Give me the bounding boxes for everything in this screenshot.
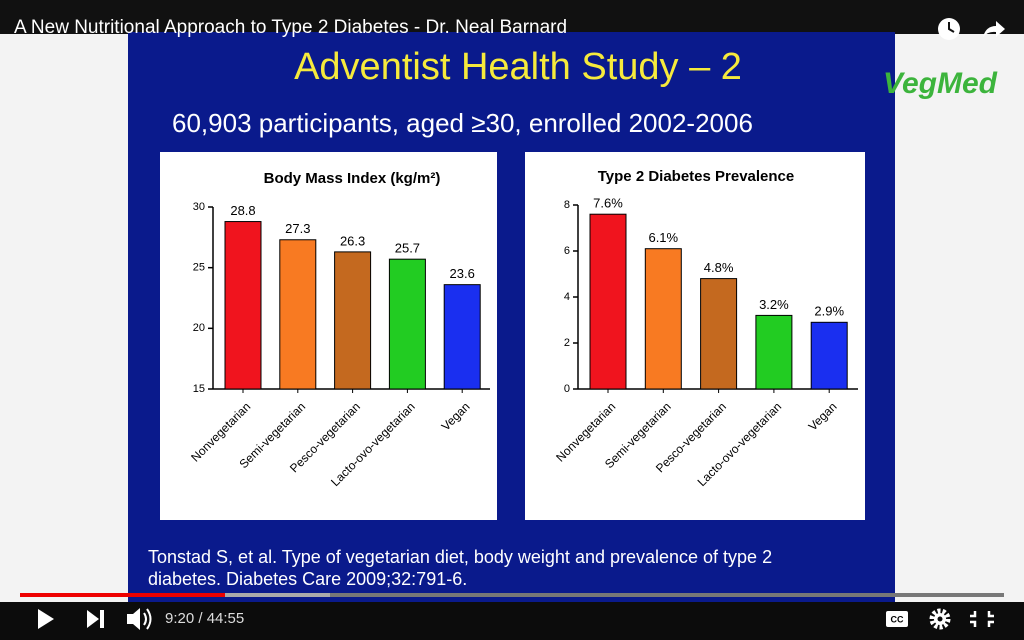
chart-panel [525, 152, 865, 520]
bar [755, 314, 793, 390]
citation: Tonstad S, et al. Type of vegetarian die… [148, 547, 772, 567]
fullscreen-button[interactable] [970, 611, 994, 627]
svg-text:CC: CC [891, 614, 904, 624]
video-title: A New Nutritional Approach to Type 2 Dia… [14, 17, 567, 38]
y-tick-label: 15 [193, 383, 205, 395]
y-tick-label: 6 [564, 245, 570, 257]
data-label: 4.8% [704, 260, 734, 275]
bar [388, 258, 426, 390]
y-tick-label: 4 [564, 291, 570, 303]
citation: diabetes. Diabetes Care 2009;32:791-6. [148, 569, 467, 589]
y-tick-label: 25 [193, 262, 205, 274]
controls-bar [0, 602, 1024, 640]
share[interactable] [983, 21, 1005, 37]
data-label: 7.6% [593, 196, 623, 211]
next-button[interactable] [87, 610, 104, 628]
data-label: 23.6 [450, 266, 475, 281]
settings-button[interactable] [929, 608, 951, 630]
slide-title: Adventist Health Study – 2 [294, 46, 742, 88]
data-label: 2.9% [814, 304, 844, 319]
y-tick-label: 30 [193, 201, 205, 213]
chart-title: Type 2 Diabetes Prevalence [598, 168, 795, 185]
bar [279, 239, 317, 390]
slide-subtitle: 60,903 participants, aged ≥30, enrolled … [172, 108, 753, 138]
data-label: 6.1% [648, 230, 678, 245]
time-display: 9:20 / 44:55 [165, 610, 244, 627]
bar [589, 213, 627, 390]
bar [443, 284, 481, 390]
logo: VegMed [883, 67, 998, 100]
data-label: 28.8 [230, 203, 255, 218]
data-label: 26.3 [340, 233, 365, 248]
data-label: 27.3 [285, 221, 310, 236]
bar [810, 321, 848, 390]
play-button[interactable] [38, 609, 54, 629]
y-tick-label: 20 [193, 322, 205, 334]
bar [334, 251, 372, 390]
y-tick-label: 8 [564, 199, 570, 211]
bar [700, 278, 738, 390]
data-label: 25.7 [395, 241, 420, 256]
captions-button[interactable]: CC [886, 611, 908, 627]
bar [224, 221, 262, 390]
y-tick-label: 0 [564, 383, 570, 395]
progress-track[interactable] [20, 593, 1004, 597]
top-bar [0, 0, 1024, 34]
chart-title: Body Mass Index (kg/m²) [264, 170, 441, 187]
bar [644, 248, 682, 390]
volume-button[interactable] [127, 608, 152, 630]
y-tick-label: 2 [564, 337, 570, 349]
progress-played [20, 593, 225, 597]
data-label: 3.2% [759, 297, 789, 312]
chart-panel [160, 152, 497, 520]
watch-later[interactable] [938, 18, 960, 40]
